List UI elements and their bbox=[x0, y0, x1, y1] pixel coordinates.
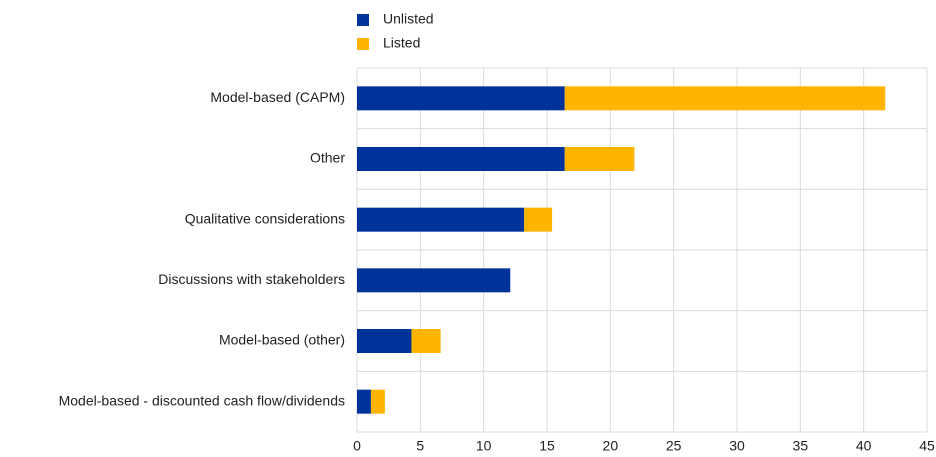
bar-segment bbox=[357, 86, 565, 111]
bar-segment bbox=[357, 147, 565, 171]
x-tick-label: 45 bbox=[919, 438, 935, 454]
x-tick-label: 15 bbox=[539, 438, 555, 454]
bar-segment bbox=[357, 207, 525, 232]
x-tick-label: 35 bbox=[793, 438, 809, 454]
y-tick-label: Model-based (CAPM) bbox=[210, 89, 345, 105]
bar-segment bbox=[357, 268, 511, 293]
y-tick-label: Model-based (other) bbox=[219, 332, 345, 348]
legend-label: Unlisted bbox=[383, 11, 434, 27]
y-tick-label: Discussions with stakeholders bbox=[158, 271, 345, 287]
x-tick-label: 40 bbox=[856, 438, 872, 454]
bar-segment bbox=[357, 389, 371, 414]
x-tick-label: 0 bbox=[353, 438, 361, 454]
x-tick-label: 20 bbox=[603, 438, 619, 454]
bar-segment bbox=[357, 329, 412, 353]
legend-swatch bbox=[357, 14, 369, 26]
x-tick-label: 25 bbox=[666, 438, 682, 454]
bar-segment bbox=[370, 389, 385, 414]
y-tick-label: Model-based - discounted cash flow/divid… bbox=[59, 392, 345, 408]
bar-segment bbox=[564, 147, 635, 171]
x-tick-label: 10 bbox=[476, 438, 492, 454]
y-tick-label: Other bbox=[310, 150, 345, 166]
legend-label: Listed bbox=[383, 35, 420, 51]
bar-segment bbox=[564, 86, 886, 111]
legend-swatch bbox=[357, 38, 369, 50]
bar-segment bbox=[411, 329, 441, 353]
x-tick-label: 5 bbox=[416, 438, 424, 454]
y-tick-label: Qualitative considerations bbox=[185, 210, 345, 226]
x-tick-label: 30 bbox=[729, 438, 745, 454]
bar-segment bbox=[524, 207, 553, 232]
